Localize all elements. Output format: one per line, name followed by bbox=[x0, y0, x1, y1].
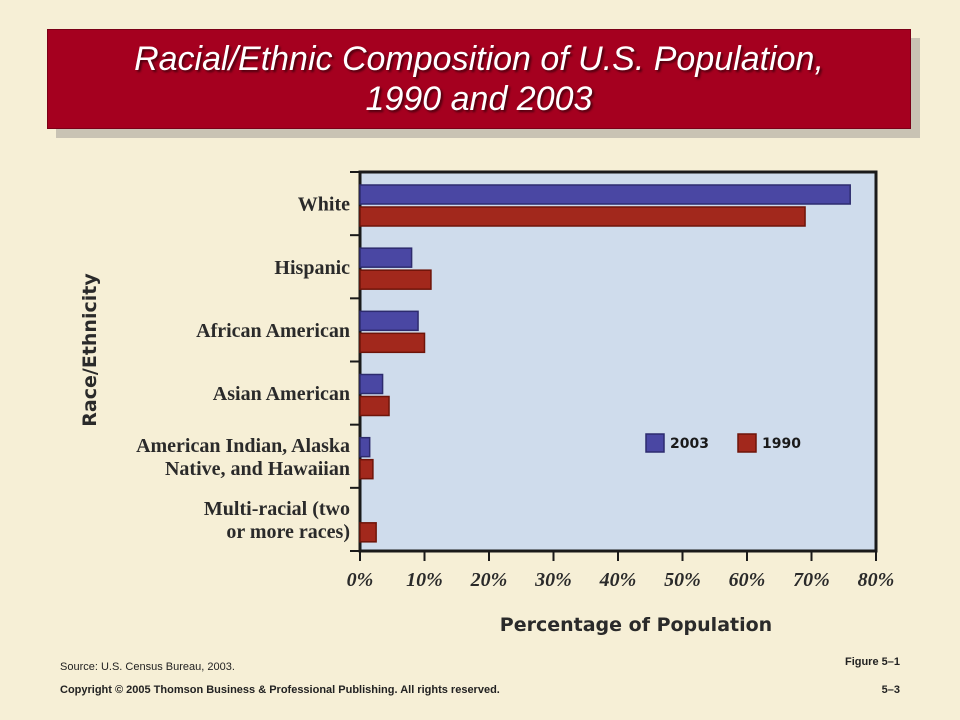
title-banner: Racial/Ethnic Composition of U.S. Popula… bbox=[47, 29, 911, 129]
legend-swatch-2003 bbox=[645, 433, 665, 453]
bar-2003 bbox=[359, 184, 851, 205]
category-label: White bbox=[298, 194, 350, 216]
plot-area bbox=[358, 170, 878, 553]
category-label: African American bbox=[196, 320, 350, 342]
category-label: Multi-racial (two bbox=[204, 498, 350, 520]
category-label: Hispanic bbox=[274, 257, 350, 279]
x-axis-title: Percentage of Population bbox=[500, 614, 772, 636]
source-note: Source: U.S. Census Bureau, 2003. bbox=[60, 661, 235, 673]
x-tick-label: 70% bbox=[793, 569, 830, 591]
legend-label-1990: 1990 bbox=[762, 436, 801, 452]
x-tick-label: 0% bbox=[347, 569, 374, 591]
page-number: 5–3 bbox=[881, 684, 900, 696]
y-axis-title: Race/Ethnicity bbox=[79, 273, 101, 427]
bar-1990 bbox=[359, 332, 426, 354]
bar-2003 bbox=[359, 247, 413, 268]
category-label: or more races) bbox=[226, 521, 350, 543]
bar-2003 bbox=[359, 373, 384, 395]
category-label: Native, and Hawaiian bbox=[165, 458, 350, 480]
x-tick-label: 20% bbox=[470, 569, 508, 591]
bar-1990 bbox=[359, 206, 806, 227]
bar-1990 bbox=[359, 269, 432, 290]
x-tick-label: 30% bbox=[534, 569, 572, 591]
x-tick-label: 10% bbox=[406, 569, 443, 591]
x-tick-label: 40% bbox=[599, 569, 637, 591]
bar-2003 bbox=[359, 436, 371, 458]
category-label: Asian American bbox=[213, 383, 350, 405]
title-line-1: Racial/Ethnic Composition of U.S. Popula… bbox=[134, 40, 824, 78]
x-tick-label: 50% bbox=[664, 569, 701, 591]
legend-swatch-1990 bbox=[737, 433, 757, 453]
legend-label-2003: 2003 bbox=[670, 436, 709, 452]
figure-label: Figure 5–1 bbox=[844, 656, 900, 668]
bar-1990 bbox=[359, 395, 390, 417]
x-tick-label: 80% bbox=[858, 569, 895, 591]
category-label: American Indian, Alaska bbox=[136, 435, 350, 457]
title-line-2: 1990 and 2003 bbox=[365, 80, 593, 118]
x-tick-label: 60% bbox=[729, 569, 766, 591]
bar-1990 bbox=[359, 522, 377, 543]
copyright-notice: Copyright © 2005 Thomson Business & Prof… bbox=[60, 684, 500, 696]
bar-2003 bbox=[359, 310, 419, 332]
bar-1990 bbox=[359, 458, 374, 480]
